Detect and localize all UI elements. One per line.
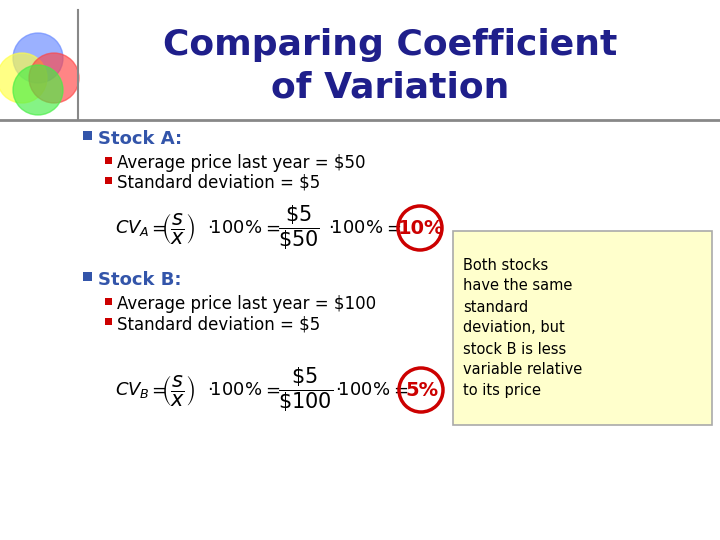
Text: Comparing Coefficient: Comparing Coefficient xyxy=(163,28,617,62)
Text: $\left(\dfrac{s}{x}\right)$: $\left(\dfrac{s}{x}\right)$ xyxy=(161,211,195,246)
Text: $=$: $=$ xyxy=(148,381,166,399)
Text: $\mathit{CV}_A$: $\mathit{CV}_A$ xyxy=(115,218,150,238)
FancyBboxPatch shape xyxy=(105,318,112,325)
Text: $\dfrac{\$5}{\$100}$: $\dfrac{\$5}{\$100}$ xyxy=(278,366,333,414)
Text: Stock A:: Stock A: xyxy=(98,130,182,148)
FancyBboxPatch shape xyxy=(105,177,112,184)
FancyBboxPatch shape xyxy=(83,272,92,281)
Text: $\cdot\!100\%$: $\cdot\!100\%$ xyxy=(207,219,262,237)
Text: Stock B:: Stock B: xyxy=(98,271,181,289)
Circle shape xyxy=(13,33,63,83)
FancyBboxPatch shape xyxy=(105,157,112,164)
FancyBboxPatch shape xyxy=(453,231,712,425)
Text: Average price last year = $100: Average price last year = $100 xyxy=(117,295,376,313)
FancyBboxPatch shape xyxy=(105,298,112,305)
Text: Average price last year = $50: Average price last year = $50 xyxy=(117,154,366,172)
Text: $\mathit{CV}_B$: $\mathit{CV}_B$ xyxy=(115,380,150,400)
FancyBboxPatch shape xyxy=(83,131,92,140)
Text: Standard deviation = $5: Standard deviation = $5 xyxy=(117,174,320,192)
Text: Standard deviation = $5: Standard deviation = $5 xyxy=(117,315,320,333)
Text: $\cdot\!100\%$: $\cdot\!100\%$ xyxy=(328,219,383,237)
Circle shape xyxy=(0,53,47,103)
Text: 10%: 10% xyxy=(398,219,444,238)
Text: $\cdot\!100\%$: $\cdot\!100\%$ xyxy=(335,381,390,399)
Text: of Variation: of Variation xyxy=(271,71,509,105)
Text: 5%: 5% xyxy=(405,381,438,400)
Text: Both stocks
have the same
standard
deviation, but
stock B is less
variable relat: Both stocks have the same standard devia… xyxy=(463,258,582,399)
Text: $\dfrac{\$5}{\$50}$: $\dfrac{\$5}{\$50}$ xyxy=(278,204,320,252)
Text: $\left(\dfrac{s}{x}\right)$: $\left(\dfrac{s}{x}\right)$ xyxy=(161,373,195,408)
Text: $=$: $=$ xyxy=(262,219,281,237)
Text: $=$: $=$ xyxy=(148,219,166,237)
Text: $=$: $=$ xyxy=(262,381,281,399)
Circle shape xyxy=(29,53,79,103)
Text: $=$: $=$ xyxy=(390,381,409,399)
Circle shape xyxy=(13,65,63,115)
Text: $=$: $=$ xyxy=(383,219,402,237)
Text: $\cdot\!100\%$: $\cdot\!100\%$ xyxy=(207,381,262,399)
